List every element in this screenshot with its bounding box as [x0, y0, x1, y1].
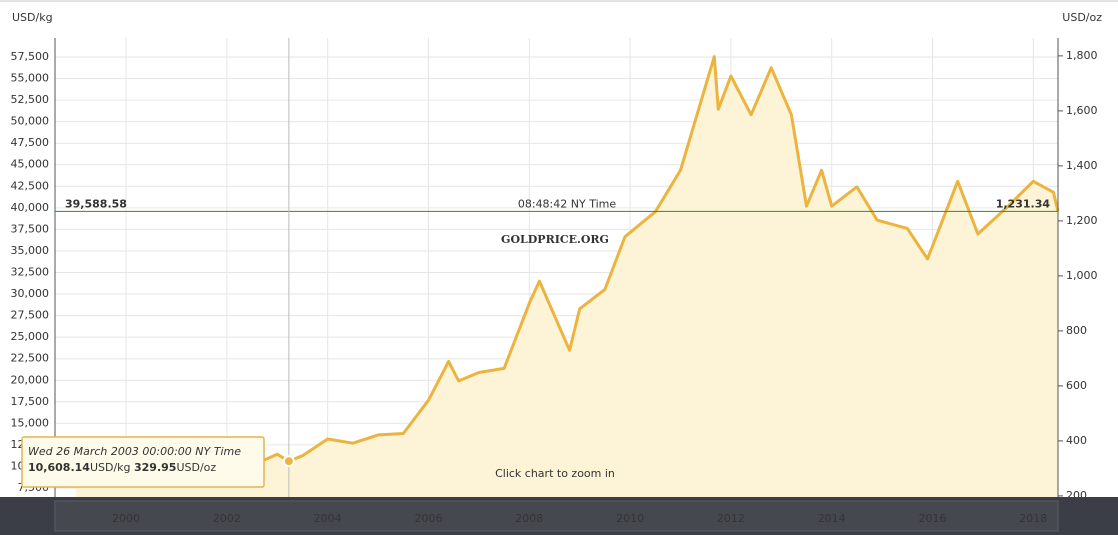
y-tick-label: 15,000 [11, 416, 50, 429]
x-tick-label: 2002 [213, 512, 241, 525]
y2-tick-label: 1,800 [1066, 49, 1098, 62]
area-fill [75, 56, 1059, 497]
y2-tick-label: 1,200 [1066, 214, 1098, 227]
y-tick-label: 22,500 [11, 352, 50, 365]
current-price-oz-label: 1,231.34 [996, 197, 1051, 210]
y-tick-label: 20,000 [11, 373, 50, 386]
y-tick-label: 47,500 [11, 136, 50, 149]
y-tick-label: 57,500 [11, 50, 50, 63]
tooltip-box [21, 436, 265, 488]
price-line [75, 55, 1060, 481]
x-tick-label: 2008 [515, 512, 543, 525]
y-axis-label: USD/kg [12, 11, 53, 24]
y-tick-label: 50,000 [11, 115, 50, 128]
tooltip-date: Wed 26 March 2003 00:00:00 NY Time [28, 445, 241, 458]
tooltip-oz: 329.95 [134, 461, 176, 474]
tooltip-oz-unit: USD/oz [176, 461, 216, 474]
cursor-point [282, 455, 295, 468]
y-tick-label: 55,000 [11, 72, 50, 85]
y-tick-label: 27,500 [11, 309, 50, 322]
y-tick-label: 17,500 [11, 395, 50, 408]
tooltip-values: 10,608.14USD/kg 329.95USD/oz [28, 461, 216, 474]
current-price-label: 39,588.58 [65, 197, 127, 210]
y2-tick-label: 800 [1066, 324, 1087, 337]
x-tick-label: 2000 [112, 512, 140, 525]
y-tick-label: 40,000 [11, 201, 50, 214]
y2-tick-label: 1,600 [1066, 104, 1098, 117]
navigator-window [54, 500, 1059, 532]
x-tick-label: 2014 [818, 512, 846, 525]
x-tick-label: 2016 [918, 512, 946, 525]
x-tick-label: 2006 [414, 512, 442, 525]
y-tick-label: 30,000 [11, 287, 50, 300]
y2-tick-label: 600 [1066, 379, 1087, 392]
tooltip-kg: 10,608.14 [28, 461, 90, 474]
y-tick-label: 52,500 [11, 93, 50, 106]
x-tick-label: 2010 [616, 512, 644, 525]
y2-tick-label: 1,400 [1066, 159, 1098, 172]
y2-tick-label: 1,000 [1066, 269, 1098, 282]
x-tick-label: 2018 [1019, 512, 1047, 525]
y-tick-label: 45,000 [11, 158, 50, 171]
y-tick-label: 37,500 [11, 222, 50, 235]
y-tick-label: 32,500 [11, 265, 50, 278]
y-tick-label: 42,500 [11, 179, 50, 192]
current-time: 08:48:42 NY Time [518, 197, 616, 210]
y2-axis-label: USD/oz [1062, 11, 1102, 24]
y-tick-label: 35,000 [11, 244, 50, 257]
y-tick-label: 25,000 [11, 330, 50, 343]
tooltip-kg-unit: USD/kg [90, 461, 131, 474]
zoom-note: Click chart to zoom in [495, 467, 615, 480]
watermark: GOLDPRICE.ORG [501, 233, 609, 246]
x-tick-label: 2012 [717, 512, 745, 525]
y2-tick-label: 400 [1066, 434, 1087, 447]
x-tick-label: 2004 [314, 512, 342, 525]
